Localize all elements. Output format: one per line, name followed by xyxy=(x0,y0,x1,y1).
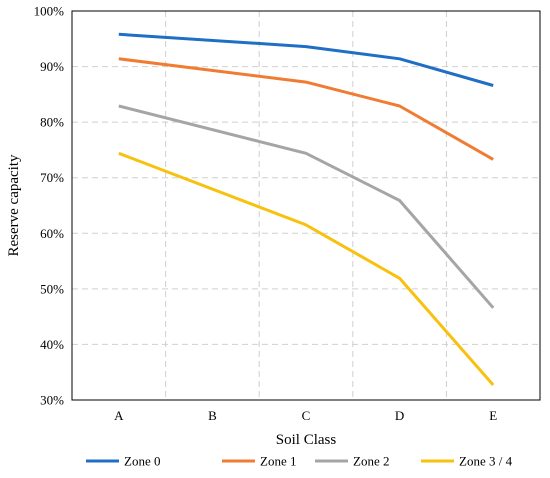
legend-label-2: Zone 2 xyxy=(353,454,389,469)
legend-label-1: Zone 1 xyxy=(260,454,296,469)
y-tick-label: 80% xyxy=(40,115,64,130)
x-tick-label: A xyxy=(114,408,124,423)
series-line-0 xyxy=(118,32,494,87)
x-axis-title: Soil Class xyxy=(276,432,337,448)
x-tick-label: B xyxy=(208,408,217,423)
legend: Zone 0 Zone 1 Zone 2 Zone 3 / 4 xyxy=(86,454,513,469)
x-tick-label: E xyxy=(489,408,497,423)
legend-label-3: Zone 3 / 4 xyxy=(459,454,513,469)
y-tick-label: 90% xyxy=(40,59,64,74)
y-axis-title: Reserve capacity xyxy=(6,154,22,257)
y-tick-label: 30% xyxy=(40,393,64,408)
series-line-2 xyxy=(118,104,495,309)
y-tick-label: 50% xyxy=(40,281,64,296)
y-axis-tick-labels: 30% 40% 50% 60% 70% 80% 90% 100% xyxy=(34,4,65,408)
x-tick-label: C xyxy=(302,408,311,423)
y-tick-label: 100% xyxy=(34,4,65,19)
grid-layer xyxy=(72,11,540,400)
legend-label-0: Zone 0 xyxy=(124,454,160,469)
plot-area-border xyxy=(71,10,541,401)
series-line-1 xyxy=(118,57,494,161)
series-line-3 xyxy=(118,151,495,386)
y-tick-label: 60% xyxy=(40,226,64,241)
y-tick-label: 40% xyxy=(40,337,64,352)
y-tick-label: 70% xyxy=(40,170,64,185)
x-axis-tick-labels: A B C D E xyxy=(114,408,497,423)
x-tick-label: D xyxy=(395,408,404,423)
series-layer xyxy=(118,32,495,386)
